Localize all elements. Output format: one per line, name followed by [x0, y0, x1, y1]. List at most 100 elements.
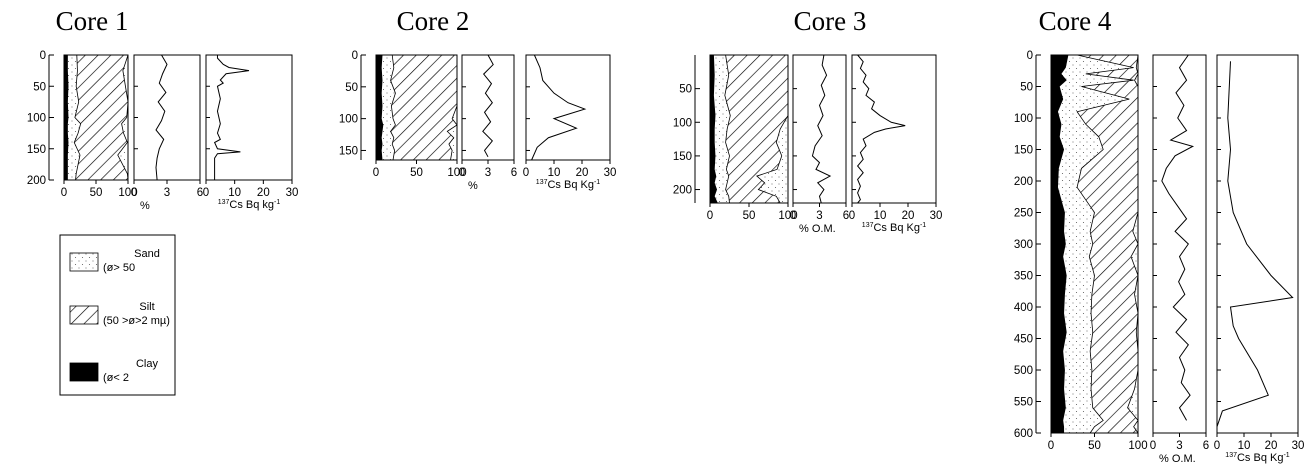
cs137-series-line — [213, 55, 250, 180]
x-tick-label: 50 — [410, 167, 423, 179]
x-tick-label: 50 — [90, 187, 103, 199]
x-tick-label: 30 — [604, 167, 617, 179]
clay-area — [64, 55, 69, 180]
cs137-series-line — [1216, 61, 1294, 427]
core-title: Core 4 — [1039, 6, 1112, 36]
clay-area — [710, 55, 718, 203]
depth-tick-label: 500 — [1014, 365, 1033, 377]
core-title: Core 1 — [56, 6, 129, 36]
core-2-grain-size-panel: Core 2 0 50 100 150 0 50 100 — [339, 6, 470, 179]
cs137-frame — [851, 54, 937, 204]
legend-frame — [59, 234, 176, 396]
x-tick-label: 6 — [197, 187, 203, 199]
x-tick-label: 30 — [1292, 440, 1305, 452]
depth-tick-label: 50 — [33, 81, 46, 93]
silt-area — [390, 54, 458, 161]
depth-tick-label: 0 — [40, 50, 46, 62]
x-tick-label: 0 — [523, 167, 529, 179]
core-4-organic-matter-panel: 0 3 6 % O.M. — [1150, 54, 1209, 465]
depth-tick-label: 400 — [1014, 302, 1033, 314]
cs137-frame — [1216, 54, 1299, 434]
x-tick-label: 0 — [131, 187, 137, 199]
x-tick-label: 0 — [1214, 440, 1220, 452]
core-4-grain-size-panel: Core 40501001502002503003504004505005506… — [1014, 6, 1148, 452]
x-tick-label: 3 — [1176, 440, 1182, 452]
cs137-series-line — [856, 54, 906, 204]
depth-tick-label: 300 — [1014, 239, 1033, 251]
organic-matter-series-line — [811, 54, 832, 204]
x-tick-label: 20 — [576, 167, 589, 179]
depth-tick-label: 100 — [1014, 113, 1033, 125]
depth-tick-label: 150 — [673, 151, 692, 163]
depth-tick-label: 0 — [352, 50, 358, 62]
core-3-grain-size-panel: Core 3 50 100 150 200 0 50 100 — [673, 6, 867, 222]
depth-tick-label: 150 — [27, 144, 46, 156]
organic-matter-series-line — [1161, 54, 1195, 421]
x-tick-label: 0 — [849, 210, 855, 222]
depth-tick-label: 0 — [1027, 50, 1033, 62]
x-tick-label: 20 — [1265, 440, 1278, 452]
legend-detail: (ø< 2 — [103, 372, 129, 384]
organic-matter-series-line — [155, 54, 168, 181]
core-title: Core 3 — [794, 6, 867, 36]
x-tick-label: 6 — [1203, 440, 1209, 452]
depth-tick-label: 450 — [1014, 334, 1033, 346]
core-3-cs137-panel: 0 10 20 30 137Cs Bq Kg-1 — [849, 54, 942, 234]
x-tick-label: 0 — [707, 210, 713, 222]
cs137-frame — [525, 54, 611, 161]
core-3-organic-matter-panel: 0 3 6 % O.M. — [790, 54, 849, 235]
silt-area — [73, 54, 129, 181]
legend-label: Sand — [134, 248, 160, 260]
core-2-organic-matter-panel: 0 3 6% — [459, 54, 517, 192]
organic-matter-series-line — [482, 54, 494, 158]
x-tick-label: 0 — [1048, 440, 1054, 452]
depth-tick-label: 350 — [1014, 271, 1033, 283]
depth-tick-label: 200 — [673, 185, 692, 197]
cs137-axis-label: 137Cs Bq Kg-1 — [536, 179, 600, 191]
x-tick-label: 30 — [286, 187, 299, 199]
x-tick-label: 0 — [203, 187, 209, 199]
depth-tick-label: 50 — [345, 82, 358, 94]
x-tick-label: 0 — [459, 167, 465, 179]
depth-tick-label: 200 — [27, 175, 46, 187]
depth-tick-label: 250 — [1014, 208, 1033, 220]
x-tick-label: 20 — [902, 210, 915, 222]
organic-matter-frame — [1152, 54, 1207, 434]
legend-label: Clay — [136, 358, 159, 370]
x-tick-label: 100 — [447, 167, 466, 179]
depth-tick-label: 150 — [339, 145, 358, 157]
core-2-cs137-panel: 0 10 20 30 137Cs Bq Kg-1 — [523, 54, 617, 191]
core-1-organic-matter-panel: 0 3 6% — [131, 54, 203, 212]
depth-tick-label: 100 — [673, 117, 692, 129]
x-tick-label: 6 — [511, 167, 517, 179]
clay-area — [1051, 55, 1069, 433]
x-tick-label: 3 — [816, 210, 822, 222]
organic-matter-axis-label: % O.M. — [799, 223, 836, 235]
sand-swatch — [69, 252, 99, 272]
legend: Sand (ø> 50 Silt (50 >ø>2 mµ) Clay (ø< 2 — [59, 234, 176, 396]
x-tick-label: 0 — [373, 167, 379, 179]
x-tick-label: 0 — [1150, 440, 1156, 452]
organic-matter-axis-label: % — [140, 200, 150, 212]
core-title: Core 2 — [397, 6, 470, 36]
x-tick-label: 0 — [61, 187, 67, 199]
depth-tick-label: 150 — [1014, 145, 1033, 157]
x-tick-label: 10 — [228, 187, 241, 199]
x-tick-label: 6 — [843, 210, 849, 222]
silt-swatch — [69, 305, 99, 325]
x-tick-label: 20 — [257, 187, 270, 199]
legend-detail: (50 >ø>2 mµ) — [103, 315, 170, 327]
x-tick-label: 100 — [118, 187, 137, 199]
organic-matter-axis-label: % — [468, 180, 478, 192]
x-tick-label: 100 — [1128, 440, 1147, 452]
organic-matter-axis-label: % O.M. — [1159, 453, 1196, 465]
cs137-series-line — [531, 54, 587, 161]
legend-detail: (ø> 50 — [103, 262, 135, 274]
depth-tick-label: 50 — [679, 84, 692, 96]
clay-swatch — [69, 362, 99, 382]
cs137-axis-label: 137Cs Bq Kg-1 — [1225, 452, 1289, 464]
x-tick-label: 50 — [1088, 440, 1101, 452]
depth-tick-label: 600 — [1014, 428, 1033, 440]
x-tick-label: 3 — [485, 167, 491, 179]
